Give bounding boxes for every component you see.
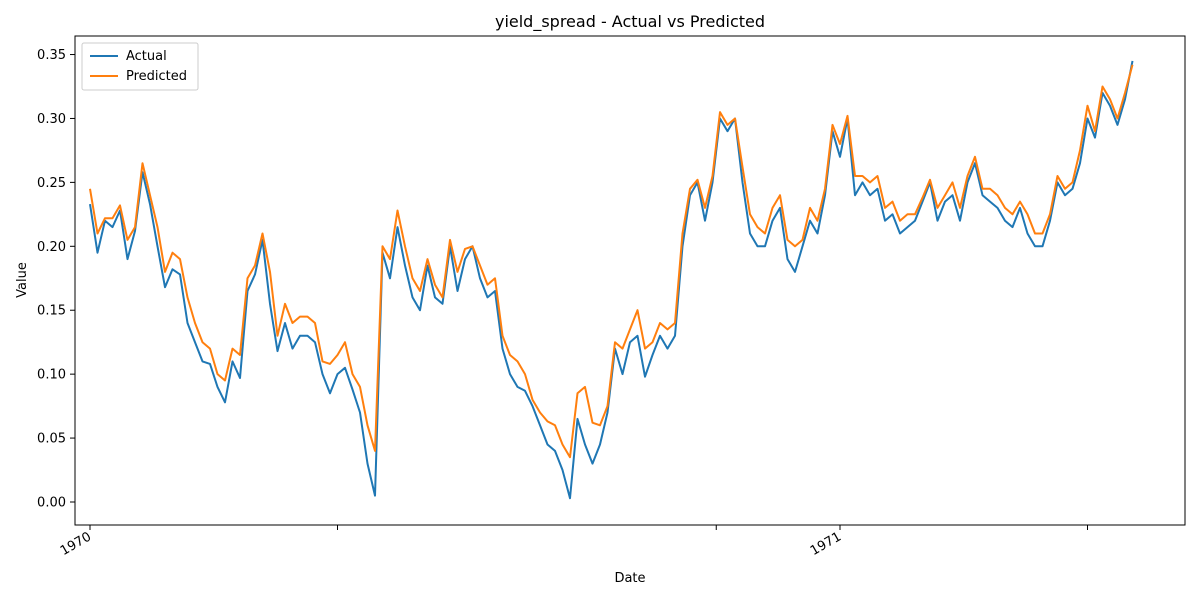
y-tick-label: 0.10 [37, 368, 66, 383]
y-tick-label: 0.20 [37, 240, 66, 255]
y-axis-label: Value [15, 262, 30, 298]
y-tick-label: 0.35 [37, 48, 66, 63]
x-axis-label: Date [614, 571, 645, 586]
series-layer [89, 60, 1134, 500]
legend-box [81, 42, 199, 91]
x-axis: 1970 1971 [58, 525, 1088, 559]
y-tick-label: 0.00 [37, 495, 66, 510]
y-axis: 0.00 0.05 0.10 0.15 0.20 0.25 0.30 0.35 [37, 48, 75, 510]
legend: Actual Predicted [81, 42, 199, 91]
y-tick-label: 0.25 [37, 176, 66, 191]
x-tick-label: 1970 [58, 529, 94, 559]
legend-actual-label: Actual [126, 49, 167, 64]
chart-title: yield_spread - Actual vs Predicted [495, 12, 765, 32]
legend-predicted-label: Predicted [126, 69, 187, 84]
series-line-predicted [89, 64, 1134, 459]
y-tick-label: 0.05 [37, 432, 66, 447]
y-tick-label: 0.15 [37, 304, 66, 319]
x-tick-label: 1971 [808, 529, 844, 559]
plot-area [74, 35, 1186, 526]
y-tick-label: 0.30 [37, 112, 66, 127]
